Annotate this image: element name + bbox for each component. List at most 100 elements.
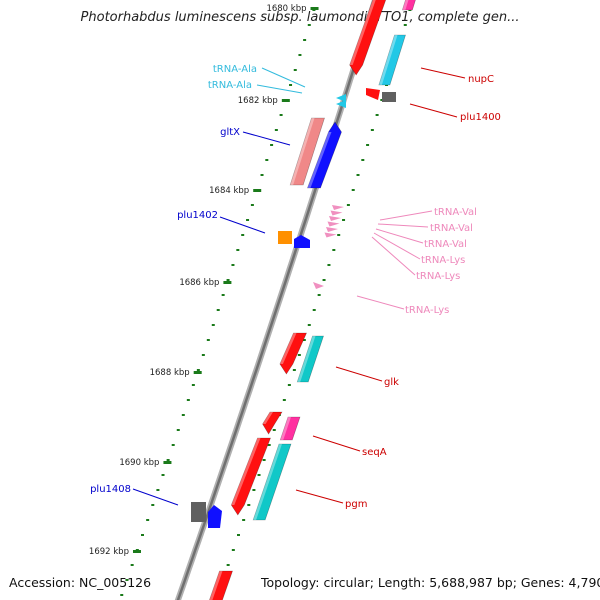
ruler-dot: [161, 474, 165, 476]
gene-gltx-b-shine: [307, 132, 332, 188]
gene-bottom-red-shine: [209, 571, 223, 600]
gene-seqa-a-shine: [262, 412, 273, 424]
ruler-dot: [246, 219, 250, 221]
ruler-dot: [272, 429, 276, 431]
trna-marker-6: [324, 232, 337, 238]
tick-mark: [193, 371, 202, 374]
label-nupc: nupC: [468, 74, 494, 85]
gene-bottom-red-body: [209, 570, 233, 600]
ruler-dot: [303, 39, 307, 41]
ruler-dot: [181, 414, 185, 416]
gene-seqa-b: [279, 416, 301, 441]
leader-trna-val-2: [377, 223, 429, 228]
ruler-dot: [287, 384, 291, 386]
label-pgm: pgm: [345, 499, 367, 510]
ruler-dot: [206, 339, 210, 341]
ruler-dot: [307, 324, 311, 326]
tick-label-2: 1682 kbp: [238, 96, 278, 106]
trna-lys-marker: [313, 282, 324, 289]
ruler-dot: [332, 249, 336, 251]
left-ruler-dots: [120, 9, 316, 596]
gene-plu1402-a: [278, 231, 292, 244]
leader-trna-lys-2: [371, 236, 416, 276]
gene-pgm-a: [230, 437, 271, 516]
ruler-dot: [236, 249, 240, 251]
ruler-dot: [211, 324, 215, 326]
gene-gltx-a-body: [289, 117, 325, 186]
gene-nupc-b-shine: [378, 35, 398, 85]
gene-gltx-b: [307, 121, 342, 189]
ruler-dot: [270, 144, 274, 146]
label-trna-ala-2: tRNA-Ala: [208, 80, 252, 91]
trna-marker-2: [330, 210, 343, 216]
label-seqa: seqA: [362, 447, 387, 458]
label-trna-lys-1: tRNA-Lys: [421, 255, 465, 266]
tick-mark: [163, 461, 172, 464]
leader-plu1402: [219, 216, 266, 234]
ruler-dot: [250, 204, 254, 206]
gene-glk-a-shine: [279, 333, 297, 364]
trna-marker-1: [332, 205, 344, 210]
label-trna-val-3: tRNA-Val: [424, 239, 467, 250]
ruler-dot: [370, 129, 374, 131]
ruler-dot: [191, 384, 195, 386]
ruler-dot: [322, 279, 326, 281]
trna-ala-marker-1: [336, 94, 346, 102]
gene-pgm-b: [252, 443, 292, 521]
trna-marker-3: [329, 216, 341, 221]
leader-gltx: [242, 131, 291, 146]
ruler-dot: [361, 159, 365, 161]
gene-seqa-b-shine: [280, 417, 291, 440]
ruler-dot: [257, 474, 261, 476]
accession-text: Accession: NC_005126: [9, 575, 152, 590]
backbone-line: [176, 0, 377, 600]
gene-nupc-b-body: [378, 34, 406, 86]
gene-top-magenta: [401, 0, 416, 11]
label-trna-lys-3: tRNA-Lys: [405, 305, 449, 316]
gene-glk-b-shine: [297, 336, 316, 382]
ruler-dot: [260, 174, 264, 176]
ruler-dot: [307, 24, 311, 26]
gene-seqa-a-body: [262, 411, 283, 435]
leader-glk: [335, 366, 383, 382]
trna-marker-4: [327, 221, 340, 227]
tick-label-3: 1684 kbp: [209, 186, 249, 196]
ruler-dot: [279, 114, 283, 116]
ruler-dot: [166, 459, 170, 461]
ruler-dot: [356, 174, 360, 176]
gene-nupc-a-body: [349, 0, 387, 76]
gene-bottom-red: [209, 570, 233, 600]
ruler-dot: [231, 264, 235, 266]
ruler-dot: [231, 549, 235, 551]
ruler-dot: [262, 459, 266, 461]
leader-pgm: [295, 489, 344, 504]
ruler-dot: [265, 159, 269, 161]
label-trna-val-2: tRNA-Val: [430, 223, 473, 234]
label-plu1408: plu1408: [90, 484, 131, 495]
ruler-dot: [302, 339, 306, 341]
leader-trna-ala-1: [261, 67, 306, 88]
ruler-dot: [151, 504, 155, 506]
leader-plu1400: [409, 103, 458, 118]
label-gltx: gltX: [220, 127, 240, 138]
ruler-dot: [403, 24, 407, 26]
leader-nupc: [420, 67, 466, 79]
gene-nupc-b: [378, 34, 406, 86]
ruler-dot: [292, 369, 296, 371]
ruler-dot: [156, 489, 160, 491]
gene-gltx-a: [289, 117, 325, 186]
ruler-dot: [247, 504, 251, 506]
leader-plu1408: [132, 488, 179, 506]
gene-plu1400: [382, 92, 396, 102]
tick-mark: [310, 7, 319, 10]
ruler-dot: [216, 309, 220, 311]
trna-ala-marker-2: [336, 100, 346, 108]
gene-gltx-b-body: [307, 121, 342, 189]
ruler-dot: [130, 564, 134, 566]
ruler-dot: [226, 564, 230, 566]
label-trna-ala-1: tRNA-Ala: [213, 64, 257, 75]
leader-trna-lys-1: [373, 232, 421, 260]
gene-seqa-b-body: [279, 416, 301, 441]
ruler-dot: [237, 534, 241, 536]
